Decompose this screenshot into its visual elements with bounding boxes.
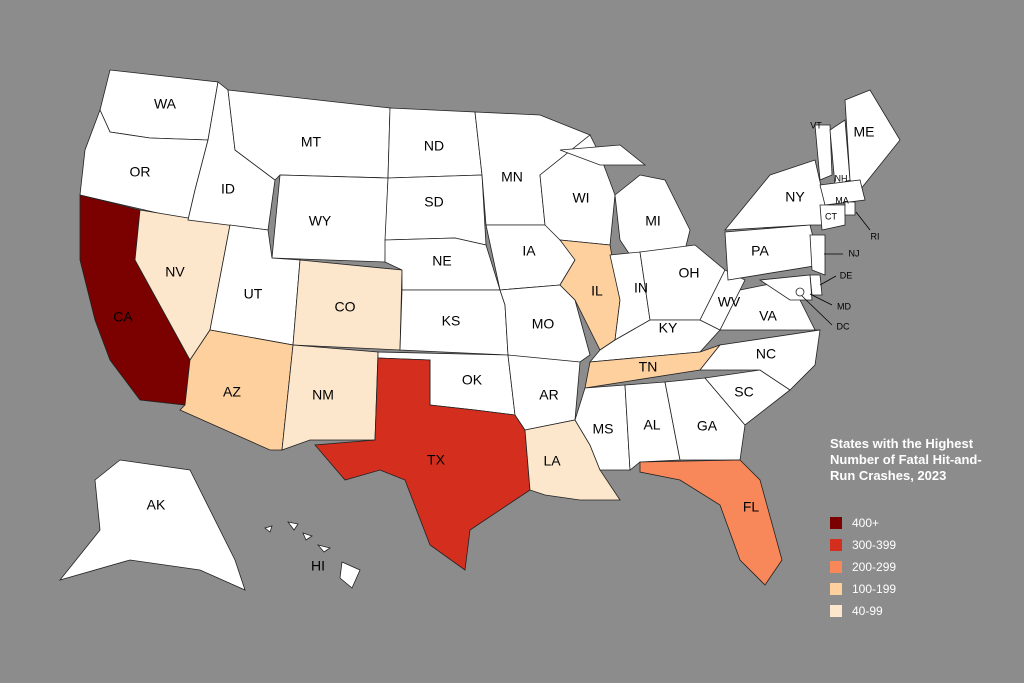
legend-label: 400+ [852, 516, 879, 530]
state [614, 174, 691, 256]
state-label: NE [432, 253, 451, 269]
state-label: WY [309, 213, 332, 229]
state-label: ME [854, 124, 875, 140]
legend-label: 200-299 [852, 560, 896, 574]
state [314, 357, 531, 571]
state-label: MT [301, 134, 322, 150]
state-label: WA [154, 96, 177, 112]
state-label: IA [522, 243, 536, 259]
state-label: CO [335, 299, 356, 315]
state-label: NV [165, 264, 185, 280]
state-label: VA [759, 308, 777, 324]
state [724, 224, 821, 281]
state-label: SC [734, 384, 753, 400]
state-label: NH [835, 173, 848, 183]
state-label: WI [572, 190, 589, 206]
state [281, 344, 379, 451]
state-label: HI [311, 558, 325, 574]
state-label: UT [244, 286, 263, 302]
state-label: OR [130, 164, 151, 180]
state-label: IN [634, 280, 648, 296]
state-label: OH [679, 265, 700, 281]
state-label: MN [501, 169, 523, 185]
state-label: IL [591, 283, 603, 299]
state-label: WV [718, 294, 741, 310]
state-labels: WA OR CA NV ID MT WY UT CO AZ NM ND SD N… [113, 96, 879, 574]
legend-swatch [830, 605, 842, 617]
state [844, 89, 901, 191]
state-label: MI [645, 213, 661, 229]
state-label: CA [113, 309, 133, 325]
states [58, 69, 901, 591]
state-label: LA [543, 453, 561, 469]
state-label: AR [539, 387, 558, 403]
state-label: NJ [849, 248, 860, 258]
legend-label: 40-99 [852, 604, 883, 618]
legend-swatch [830, 583, 842, 595]
state-label: NY [785, 189, 805, 205]
state [724, 159, 831, 231]
legend-label: 100-199 [852, 582, 896, 596]
state [58, 459, 246, 591]
state [819, 179, 866, 206]
legend-swatch [830, 517, 842, 529]
state [639, 459, 783, 586]
state [624, 381, 681, 471]
state [814, 124, 833, 181]
state [264, 521, 361, 589]
legend: 400+ 300-399 200-299 100-199 40-99 [830, 516, 896, 618]
state-label: DE [840, 270, 853, 280]
state-label: PA [751, 243, 769, 259]
state-label: MO [532, 316, 555, 332]
state [384, 174, 487, 246]
state-label: GA [697, 418, 718, 434]
state-label: OK [462, 372, 483, 388]
state [699, 269, 746, 331]
state [844, 201, 856, 216]
state-label: RI [871, 231, 880, 241]
legend-swatch [830, 539, 842, 551]
state [664, 377, 746, 461]
state-label: NC [756, 346, 776, 362]
state-label: KS [442, 313, 461, 329]
leader-lines [801, 211, 871, 326]
state-label: TN [639, 359, 658, 375]
state-label: ND [424, 138, 444, 154]
state-label: TX [427, 452, 446, 468]
state-label: ID [221, 181, 235, 197]
state-label: CT [825, 211, 837, 221]
state [795, 287, 805, 297]
state-label: NM [312, 387, 334, 403]
state-label: AK [147, 497, 166, 513]
legend-swatch [830, 561, 842, 573]
state-label: AL [643, 417, 660, 433]
state-label: MD [837, 301, 851, 311]
state-label: AZ [223, 384, 241, 400]
state-label: MA [835, 195, 849, 205]
state-label: FL [743, 499, 760, 515]
state-label: DC [837, 321, 850, 331]
state-label: SD [424, 194, 443, 210]
state [809, 234, 826, 276]
state-label: VT [810, 120, 822, 130]
state-label: MS [593, 421, 614, 437]
legend-label: 300-399 [852, 538, 896, 552]
state [699, 329, 821, 391]
legend-title: States with the Highest Number of Fatal … [830, 436, 982, 483]
state-label: KY [659, 320, 678, 336]
state [819, 204, 846, 231]
state [559, 144, 647, 166]
